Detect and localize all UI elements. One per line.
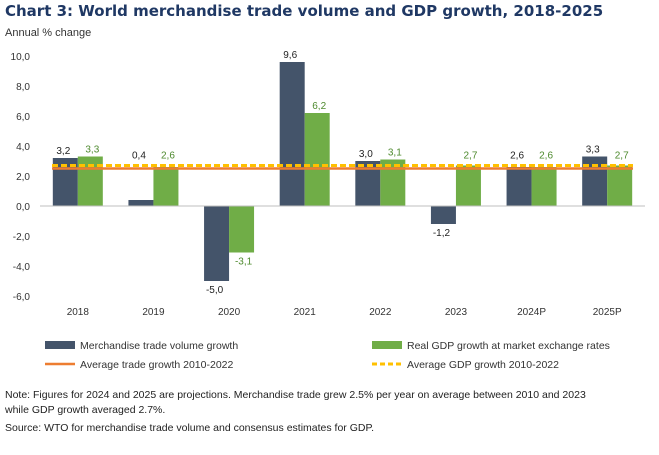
- gdp-bar: [229, 206, 255, 253]
- y-tick-label: -4,0: [13, 262, 31, 273]
- gdp-value-label: 3,1: [388, 148, 402, 159]
- legend: Merchandise trade volume growth Real GDP …: [45, 340, 610, 371]
- x-tick-label: 2024P: [517, 307, 546, 318]
- trade-bar: [128, 200, 154, 206]
- trade-value-label: 3,2: [56, 146, 70, 157]
- trade-value-label: 9,6: [283, 50, 297, 61]
- y-tick-label: -2,0: [13, 232, 31, 243]
- x-tick-label: 2022: [369, 307, 392, 318]
- gdp-bar: [77, 156, 103, 206]
- trade-value-label: 0,4: [132, 151, 146, 162]
- trade-value-label: -5,0: [206, 285, 224, 296]
- x-tick-label: 2020: [218, 307, 241, 318]
- trade-bar: [582, 156, 608, 206]
- gdp-value-label: 2,6: [161, 151, 175, 162]
- y-tick-label: 8,0: [16, 82, 30, 93]
- legend-label: Average trade growth 2010-2022: [80, 359, 233, 371]
- y-axis: -6,0 -4,0 -2,0 0,0 2,0 4,0 6,0 8,0 10,0: [11, 52, 31, 303]
- trade-value-label: 3,3: [586, 145, 600, 156]
- gdp-value-label: 2,7: [463, 151, 477, 162]
- gdp-bar: [531, 167, 557, 206]
- chart-canvas: -6,0 -4,0 -2,0 0,0 2,0 4,0 6,0 8,0 10,0 3,2 3,3 0,…: [11, 50, 645, 371]
- x-tick-label: 2019: [142, 307, 165, 318]
- gdp-value-label: 2,7: [615, 151, 629, 162]
- x-axis: 2018 2019 2020 2021 2022 2023 2024P 2025P: [40, 205, 645, 318]
- average-lines: [52, 164, 633, 170]
- gdp-bar: [380, 159, 406, 206]
- trade-bar: [506, 167, 532, 206]
- x-tick-label: 2025P: [593, 307, 622, 318]
- note-line-1: Note: Figures for 2024 and 2025 are proj…: [5, 389, 586, 401]
- y-tick-label: 2,0: [16, 172, 30, 183]
- gdp-bar: [153, 167, 179, 206]
- y-tick-label: -6,0: [13, 292, 31, 303]
- trade-bar: [430, 206, 456, 224]
- gdp-value-label: 2,6: [539, 151, 553, 162]
- gdp-bar: [455, 165, 481, 206]
- legend-label: Average GDP growth 2010-2022: [407, 359, 559, 371]
- note-line-2: while GDP growth averaged 2.7%.: [5, 404, 166, 416]
- trade-bar: [279, 62, 305, 206]
- x-tick-label: 2023: [445, 307, 468, 318]
- legend-swatch: [372, 341, 402, 349]
- y-tick-label: 6,0: [16, 112, 30, 123]
- trade-value-label: 2,6: [510, 151, 524, 162]
- chart-title: Chart 3: World merchandise trade volume …: [5, 2, 604, 20]
- legend-swatch: [45, 341, 75, 349]
- bars: [52, 62, 633, 281]
- y-tick-label: 0,0: [16, 202, 30, 213]
- source-note: Source: WTO for merchandise trade volume…: [5, 422, 375, 434]
- y-tick-label: 4,0: [16, 142, 30, 153]
- x-tick-label: 2021: [294, 307, 317, 318]
- legend-label: Merchandise trade volume growth: [80, 340, 238, 352]
- gdp-bar: [607, 165, 633, 206]
- y-axis-title: Annual % change: [5, 27, 92, 39]
- value-labels: 3,2 3,3 0,4 2,6 -5,0 -3,1 9,6 6,2 3,0 3,1 -1,2 2,7 2…: [56, 50, 629, 296]
- trade-value-label: 3,0: [359, 149, 373, 160]
- gdp-value-label: -3,1: [235, 257, 253, 268]
- x-tick-label: 2018: [67, 307, 90, 318]
- trade-value-label: -1,2: [433, 228, 451, 239]
- y-tick-label: 10,0: [11, 52, 31, 63]
- trade-bar: [204, 206, 230, 281]
- gdp-value-label: 6,2: [312, 101, 326, 112]
- legend-label: Real GDP growth at market exchange rates: [407, 340, 610, 352]
- gdp-bar: [304, 113, 330, 206]
- gdp-value-label: 3,3: [85, 145, 99, 156]
